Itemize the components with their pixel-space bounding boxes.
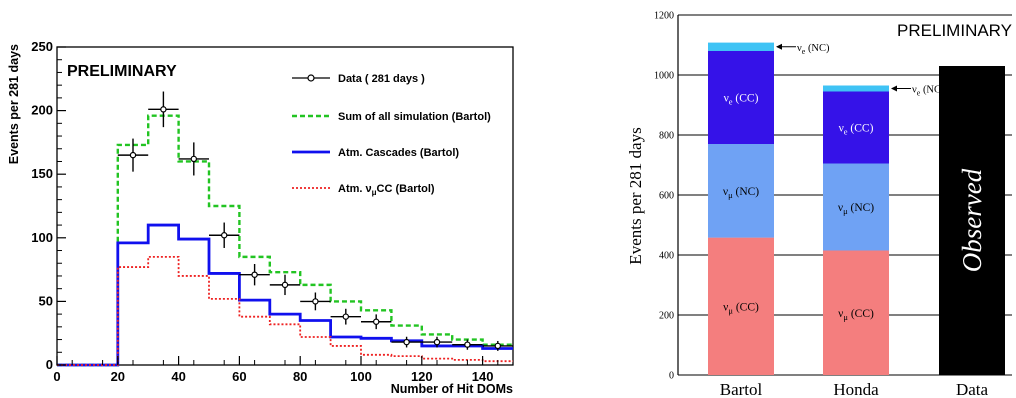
- data-point-marker: [281, 281, 289, 289]
- legend-sum-label: Sum of all simulation (Bartol): [338, 111, 491, 123]
- nue-nc-pointer-arrow: [776, 43, 782, 50]
- data-point-marker: [433, 338, 441, 346]
- left-series-0-step-line: [57, 114, 513, 367]
- right-category-label: Bartol: [720, 380, 763, 398]
- left-data-points-layer: [117, 91, 513, 351]
- left-series-1-step-line: [57, 223, 513, 367]
- data-point-marker: [251, 271, 258, 278]
- bar-1-segment-3: [823, 85, 889, 92]
- left-x-tick-label: 100: [350, 369, 372, 384]
- right-y-tick-label: 1000: [654, 71, 674, 82]
- data-point-marker: [464, 341, 471, 348]
- right-y-tick-label: 200: [659, 311, 674, 322]
- legend-data-label: Data ( 281 days ): [338, 73, 425, 85]
- bar-1-segment-1-label: νμ (NC): [838, 202, 874, 216]
- left-x-tick-label: 120: [411, 369, 433, 384]
- legend-numu-label: Atm. νμCC (Bartol): [338, 183, 435, 197]
- bar-0-segment-0: [708, 237, 774, 375]
- bar-0-segment-3: [708, 42, 774, 51]
- left-plot-frame: [56, 46, 514, 366]
- right-category-label: Data: [956, 380, 989, 398]
- right-y-axis-label: Events per 281 days: [626, 127, 645, 264]
- right-y-tick-label: 0: [669, 371, 674, 382]
- right-y-tick-label: 400: [659, 251, 674, 262]
- data-point-marker: [403, 338, 410, 346]
- left-x-tick-label: 140: [472, 369, 494, 384]
- right-axes-layer: 0 200 400 600 800 1000 1200 Bartol Honda Data: [654, 11, 988, 398]
- right-y-tick-label: 800: [659, 131, 674, 142]
- left-y-tick-label: 50: [39, 293, 53, 308]
- left-x-axis-label: Number of Hit DOMs: [391, 382, 513, 396]
- left-y-tick-label: 150: [31, 166, 53, 181]
- event-rate-stacked-bars: νμ (CC) νμ (NC) νe (CC) νe (NC) νμ (CC) νμ (N…: [626, 11, 1012, 398]
- data-point-marker: [342, 313, 349, 320]
- data-point-marker: [373, 318, 380, 325]
- data-point-marker: [220, 232, 228, 239]
- left-x-tick-label: 40: [171, 369, 185, 384]
- bar-1-segment-0-label: νμ (CC): [838, 308, 874, 322]
- left-x-tick-label: 80: [293, 369, 307, 384]
- left-y-tick-label: 0: [46, 357, 53, 372]
- left-axes-layer: 0 20 40 60 80 100 120 140 0 50 100 150 200 250: [31, 39, 499, 384]
- bar-0-segment-2: [708, 51, 774, 144]
- hit-doms-histogram: 0 20 40 60 80 100 120 140 0 50 100 150 200 250 PRELIM…: [7, 39, 514, 396]
- bar-1-segment-1: [823, 163, 889, 251]
- left-series-2-step-line: [57, 255, 513, 366]
- left-x-tick-label: 20: [111, 369, 125, 384]
- bar-1-segment-3-label: νe (NC): [912, 85, 945, 98]
- left-badge: PRELIMINARY: [67, 63, 177, 80]
- left-y-tick-label: 250: [31, 39, 53, 54]
- bar-0-segment-0-label: νμ (CC): [723, 301, 759, 315]
- bar-1-segment-2: [823, 91, 889, 164]
- observed-label: Observed: [957, 168, 987, 272]
- bar-0-segment-1: [708, 144, 774, 238]
- nue-nc-pointer-arrow: [891, 85, 897, 92]
- right-y-tick-label: 1200: [654, 11, 674, 22]
- right-y-tick-label: 600: [659, 191, 674, 202]
- bar-2-segment-0: [939, 66, 1005, 375]
- left-y-tick-label: 200: [31, 103, 53, 118]
- right-badge: PRELIMINARY: [897, 21, 1012, 40]
- legend-cascades-label: Atm. Cascades (Bartol): [338, 147, 459, 159]
- data-point-marker: [129, 151, 137, 159]
- legend-data-marker: [307, 74, 315, 82]
- right-category-label: Honda: [833, 380, 879, 398]
- left-y-tick-label: 100: [31, 230, 53, 245]
- bar-0-segment-2-label: νe (CC): [724, 93, 759, 107]
- data-point-marker: [494, 342, 501, 350]
- right-bars-layer: νμ (CC) νμ (NC) νe (CC) νe (NC) νμ (CC) νμ (N…: [708, 42, 1005, 375]
- bar-0-segment-3-label: νe (NC): [797, 43, 830, 56]
- left-legend: Data ( 281 days ) Sum of all simulation …: [292, 73, 491, 197]
- bar-1-segment-2-label: νe (CC): [839, 123, 874, 137]
- bar-0-segment-1-label: νμ (NC): [723, 186, 759, 200]
- left-x-tick-label: 60: [232, 369, 246, 384]
- left-series-layer: [57, 114, 513, 367]
- data-point-marker: [160, 106, 167, 113]
- left-x-tick-label: 0: [53, 369, 60, 384]
- bar-1-segment-0: [823, 250, 889, 375]
- data-point-marker: [312, 298, 319, 305]
- data-point-marker: [190, 155, 197, 163]
- left-y-axis-label: Events per 281 days: [7, 44, 21, 164]
